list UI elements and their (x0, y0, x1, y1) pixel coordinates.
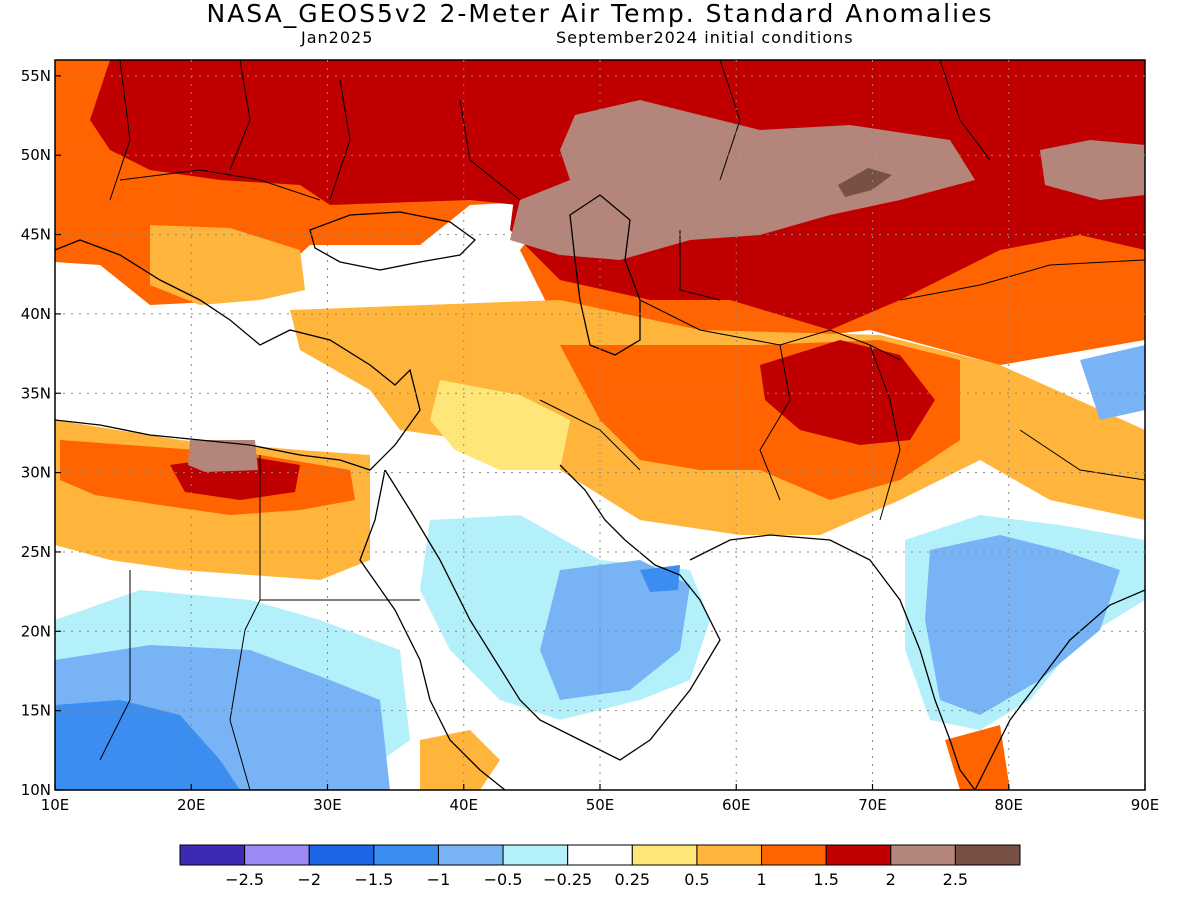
x-tick-label: 90E (1131, 796, 1160, 814)
y-tick-label: 30N (21, 464, 51, 482)
x-tick-label: 40E (449, 796, 478, 814)
colorbar-swatch (954, 844, 1021, 866)
brown-region-kazakhstan (510, 100, 975, 260)
colorbar-swatch (696, 844, 763, 866)
colorbar-label: 2 (886, 870, 896, 889)
colorbar-label: −2 (297, 870, 321, 889)
anomaly-field (55, 60, 1145, 790)
coastlines (55, 194, 1145, 790)
orange-spot-south-india (945, 725, 1010, 790)
darkred-region-east-europe (90, 60, 565, 210)
lightblue-region-arabia (540, 560, 690, 700)
y-tick-label: 45N (21, 226, 51, 244)
brown-spot-libya (188, 440, 258, 472)
darkbrown-spot-kazakhstan (838, 168, 892, 197)
lightblue-region-india (925, 535, 1120, 715)
colorbar-swatch (761, 844, 827, 866)
x-tick-label: 60E (722, 796, 751, 814)
colorbar-swatch (179, 844, 246, 866)
colorbar-swatch (890, 844, 956, 866)
colorbar-label: −2.5 (225, 870, 264, 889)
colorbar-swatch (244, 844, 310, 866)
colorbar-label: 0.5 (684, 870, 709, 889)
darkred-region-afghanistan (760, 340, 935, 445)
colorbar-label: 2.5 (943, 870, 968, 889)
y-tick-label: 20N (21, 622, 51, 640)
lightblue-region-northeast (1080, 345, 1145, 420)
y-tick-label: 50N (21, 146, 51, 164)
x-tick-label: 80E (994, 796, 1023, 814)
yellow-region-horn (420, 730, 500, 790)
gridlines (55, 60, 1145, 790)
colorbar-label: 1 (756, 870, 766, 889)
x-tick-label: 30E (313, 796, 342, 814)
y-tick-label: 35N (21, 384, 51, 402)
axis-ticks: 10E 20E 30E 40E 50E 60E 70E 80E 90E 10N 15N 20N 25N 3… (21, 67, 1160, 814)
brown-region-mongolia-edge (1040, 140, 1145, 200)
colorbar: −2.5 −2 −1.5 −1 −0.5 −0.25 0.25 0.5 1 1.5 2 2.5 (179, 844, 1021, 889)
forecast-month: Jan2025 (301, 28, 374, 47)
y-tick-label: 15N (21, 702, 51, 720)
initial-conditions: September2024 initial conditions (556, 28, 854, 47)
colorbar-swatch (825, 844, 892, 866)
blue-region-africa-southwest (55, 700, 240, 790)
blue-spot-oman (640, 565, 680, 592)
colorbar-swatch (502, 844, 569, 866)
chart-title: NASA_GEOS5v2 2-Meter Air Temp. Standard … (206, 0, 994, 28)
colorbar-swatch (567, 844, 633, 866)
colorbar-label: −0.5 (484, 870, 523, 889)
colorbar-swatch (308, 844, 375, 866)
colorbar-swatch (437, 844, 504, 866)
y-tick-label: 55N (21, 67, 51, 85)
colorbar-label: −1 (427, 870, 451, 889)
lightorange-region-balkans (150, 225, 305, 305)
x-tick-label: 20E (177, 796, 206, 814)
x-tick-label: 70E (858, 796, 887, 814)
yellow-region-iraq (430, 380, 570, 470)
colorbar-swatch (373, 844, 439, 866)
x-tick-label: 50E (586, 796, 615, 814)
colorbar-label: −1.5 (354, 870, 393, 889)
colorbar-label: 1.5 (813, 870, 838, 889)
colorbar-label: −0.25 (543, 870, 592, 889)
colorbar-swatch (631, 844, 698, 866)
x-tick-label: 10E (41, 796, 70, 814)
borders (99, 60, 1145, 790)
y-tick-label: 25N (21, 543, 51, 561)
y-tick-label: 40N (21, 305, 51, 323)
y-tick-label: 10N (21, 781, 51, 799)
colorbar-label: 0.25 (614, 870, 650, 889)
